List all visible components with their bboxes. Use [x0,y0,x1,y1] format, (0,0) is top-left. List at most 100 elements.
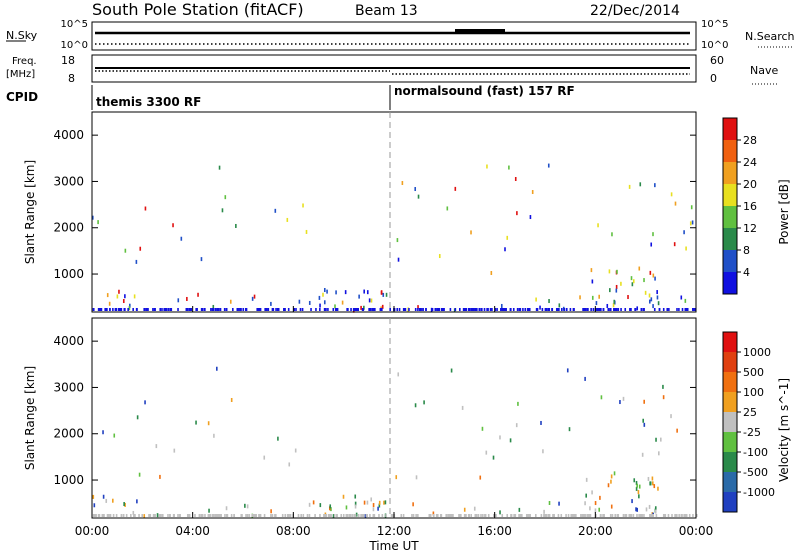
data-cell [92,215,94,220]
data-cell [236,308,239,311]
data-cell [609,514,612,517]
data-cell [660,437,662,442]
data-cell [540,514,543,517]
data-cell [465,514,467,517]
data-cell [92,514,95,517]
data-cell [106,293,109,298]
data-cell [152,308,154,311]
data-cell [159,308,162,311]
data-cell [671,514,673,517]
data-cell [489,308,492,311]
data-cell [270,301,272,306]
data-cell [319,514,321,517]
data-cell [514,176,517,181]
data-cell [622,514,625,517]
data-cell [563,308,566,311]
data-cell [112,308,114,311]
power-colorbar: 4 8 12 16 20 24 28 [722,117,757,295]
data-cell [213,433,215,438]
data-cell [610,504,613,509]
data-cell [486,308,488,311]
data-cell [685,246,687,251]
data-cell [650,242,653,247]
data-cell [245,514,247,517]
data-cell [638,514,640,517]
data-cell [609,288,611,293]
colorbar-swatch [723,332,737,352]
data-cell [517,401,519,406]
data-cell [327,514,330,517]
data-cell [352,308,355,311]
colorbar-swatch [723,272,737,294]
date-label: 22/Dec/2014 [590,3,680,19]
data-cell [135,308,138,311]
data-cell [648,293,651,298]
time-tick-label: 08:00 [276,524,311,538]
data-cell [586,308,589,311]
data-cell [471,308,474,311]
data-cell [132,308,134,311]
data-cell [223,308,226,311]
data-cell [116,294,119,299]
data-cell [400,514,403,517]
data-cell [360,514,362,517]
data-cell [155,444,158,449]
colorbar-swatch [723,162,737,184]
data-cell [366,514,368,517]
data-cell [585,493,587,498]
data-cell [172,223,174,228]
data-cell [159,474,161,479]
data-cell [345,514,348,517]
data-cell [610,474,613,479]
data-cell [653,308,656,311]
data-cell [658,308,661,311]
data-cell [125,514,128,517]
data-cell [635,486,638,491]
data-cell [486,164,488,169]
data-cell [467,514,470,517]
data-cell [544,514,547,517]
data-cell [101,514,104,517]
data-cell [567,514,570,517]
data-cell [499,435,501,440]
data-cell [633,478,636,483]
data-cell [499,510,501,515]
data-cell [238,308,240,311]
data-cell [581,514,584,517]
data-cell [524,308,527,311]
data-cell [393,308,396,311]
data-cell [164,308,166,311]
data-cell [548,299,550,304]
data-cell [159,514,162,517]
data-cell [435,514,438,517]
data-cell [644,290,647,295]
data-cell [481,308,483,311]
data-cell [683,230,685,235]
data-cell [438,308,441,311]
data-cell [446,206,449,211]
data-cell [643,422,646,427]
data-cell [363,305,365,310]
data-cell [195,308,197,311]
velocity-ytick-label: 3000 [53,380,84,394]
data-cell [200,257,203,262]
data-cell [463,308,465,311]
data-cell [423,400,425,405]
velocity-scatter [92,366,698,519]
data-cell [253,514,255,517]
data-cell [692,514,694,517]
data-cell [153,308,156,311]
freq-tick-bottom: 8 [68,72,75,85]
power-scatter [92,163,697,313]
data-cell [259,514,261,517]
colorbar-swatch [723,352,737,372]
data-cell [674,201,677,206]
velocity-ytick-label: 1000 [53,473,84,487]
data-cell [450,514,453,517]
data-cell [362,308,365,311]
data-cell [251,514,253,517]
data-cell [531,190,534,195]
data-cell [297,514,300,517]
data-cell [368,298,371,303]
data-cell [240,514,243,517]
